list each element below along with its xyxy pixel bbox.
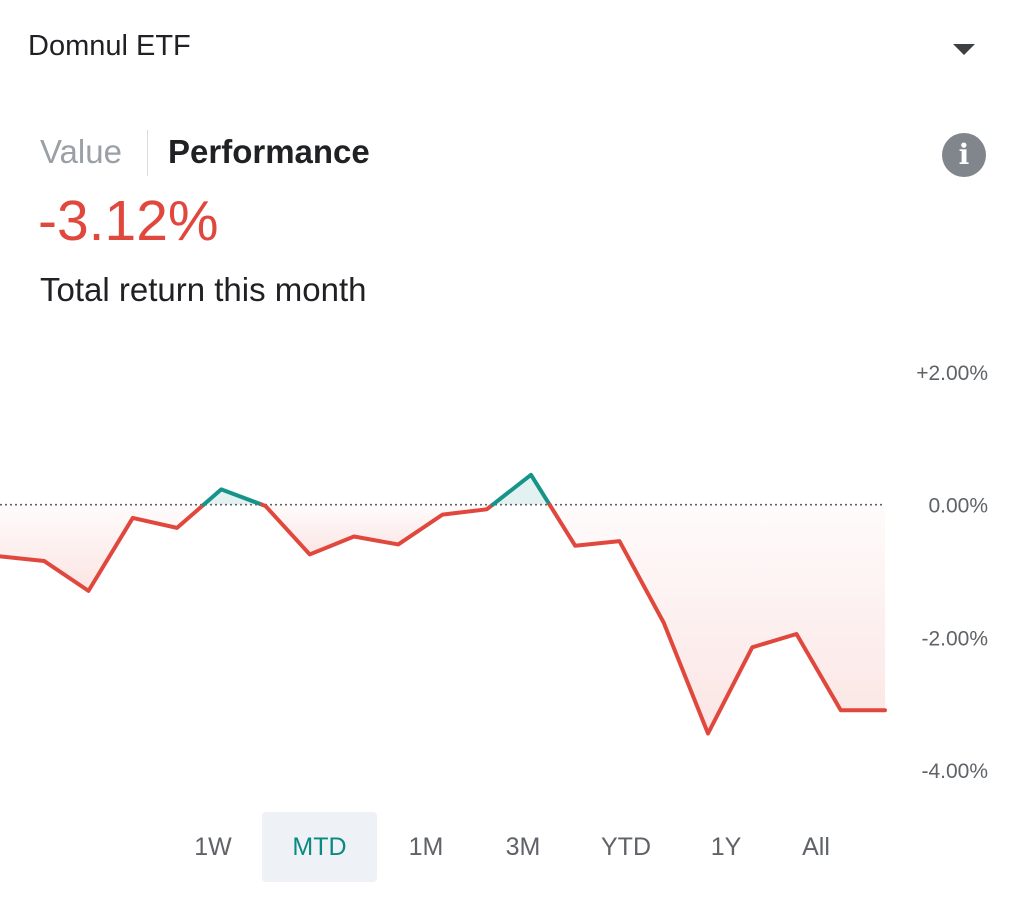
toggle-divider: [147, 130, 148, 176]
total-return-value: -3.12%: [38, 189, 219, 253]
range-tabs: 1W MTD 1M 3M YTD 1Y All: [0, 812, 1024, 884]
tab-1m[interactable]: 1M: [408, 833, 444, 861]
chart-series-line-0: [0, 502, 206, 593]
total-return-label: Total return this month: [40, 271, 367, 308]
account-selector[interactable]: Domnul ETF: [0, 0, 1024, 100]
dropdown-caret-icon[interactable]: [953, 44, 975, 55]
tab-mtd[interactable]: MTD: [262, 812, 377, 882]
performance-chart[interactable]: +2.00% 0.00% -2.00% -4.00%: [0, 340, 1024, 800]
chart-series-line-1: [201, 487, 264, 507]
y-tick-label: +2.00%: [916, 362, 988, 385]
tab-3m[interactable]: 3M: [505, 833, 541, 861]
tab-1y[interactable]: 1Y: [710, 833, 742, 861]
y-tick-label: -4.00%: [921, 760, 988, 783]
tab-all[interactable]: All: [802, 833, 830, 861]
chart-series-line-4: [547, 502, 887, 736]
y-tick-label: -2.00%: [921, 627, 988, 650]
account-name: Domnul ETF: [28, 30, 191, 62]
toggle-value[interactable]: Value: [40, 133, 122, 170]
chart-area-fill-0: [0, 504, 204, 591]
tab-1w[interactable]: 1W: [194, 833, 232, 861]
chart-area-fill-2: [261, 504, 493, 555]
info-icon[interactable]: i: [942, 133, 986, 177]
chart-area-fill-4: [549, 504, 885, 734]
y-tick-label: 0.00%: [928, 495, 988, 518]
toggle-performance[interactable]: Performance: [168, 133, 370, 170]
chart-series-line-2: [259, 502, 495, 557]
tab-ytd[interactable]: YTD: [601, 833, 651, 861]
chart-series-line-3: [490, 472, 552, 507]
